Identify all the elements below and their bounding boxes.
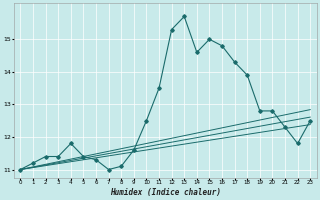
X-axis label: Humidex (Indice chaleur): Humidex (Indice chaleur) (110, 188, 221, 197)
